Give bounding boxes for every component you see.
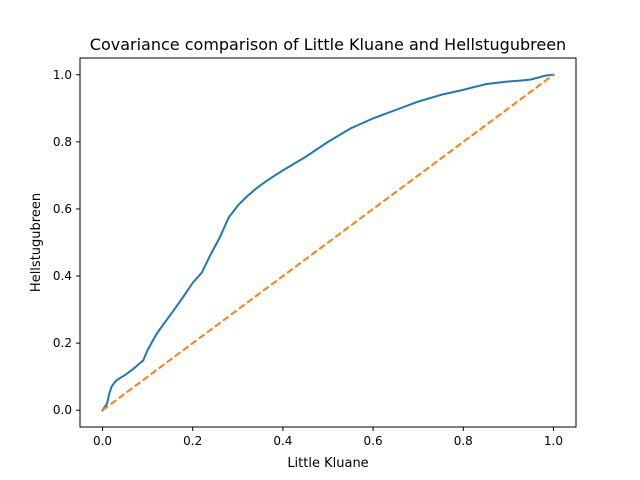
y-tick-label: 0.6 <box>53 202 72 216</box>
series-line-2 <box>101 73 555 412</box>
x-tick-label: 0.8 <box>454 434 473 448</box>
y-axis-label: Hellstugubreen <box>29 193 44 292</box>
y-tick-label: 0.8 <box>53 135 72 149</box>
x-tick-label: 1.0 <box>544 434 563 448</box>
series-layer <box>101 73 555 412</box>
x-tick-label: 0.0 <box>93 434 112 448</box>
x-tick-label: 0.6 <box>364 434 383 448</box>
series-line-1 <box>101 73 555 412</box>
y-tick-label: 0.0 <box>53 403 72 417</box>
ticks-layer: 0.0 0.2 0.4 0.6 0.8 1.0 0.0 0.2 0.4 0.6 0.8 1.0 <box>53 68 563 448</box>
plot-frame <box>79 57 577 428</box>
chart-title: Covariance comparison of Little Kluane a… <box>90 35 566 54</box>
x-axis-label: Little Kluane <box>287 456 368 471</box>
y-tick-label: 1.0 <box>53 68 72 82</box>
y-tick-label: 0.4 <box>53 269 72 283</box>
x-tick-label: 0.4 <box>273 434 292 448</box>
x-tick-label: 0.2 <box>183 434 202 448</box>
y-tick-label: 0.2 <box>53 336 72 350</box>
